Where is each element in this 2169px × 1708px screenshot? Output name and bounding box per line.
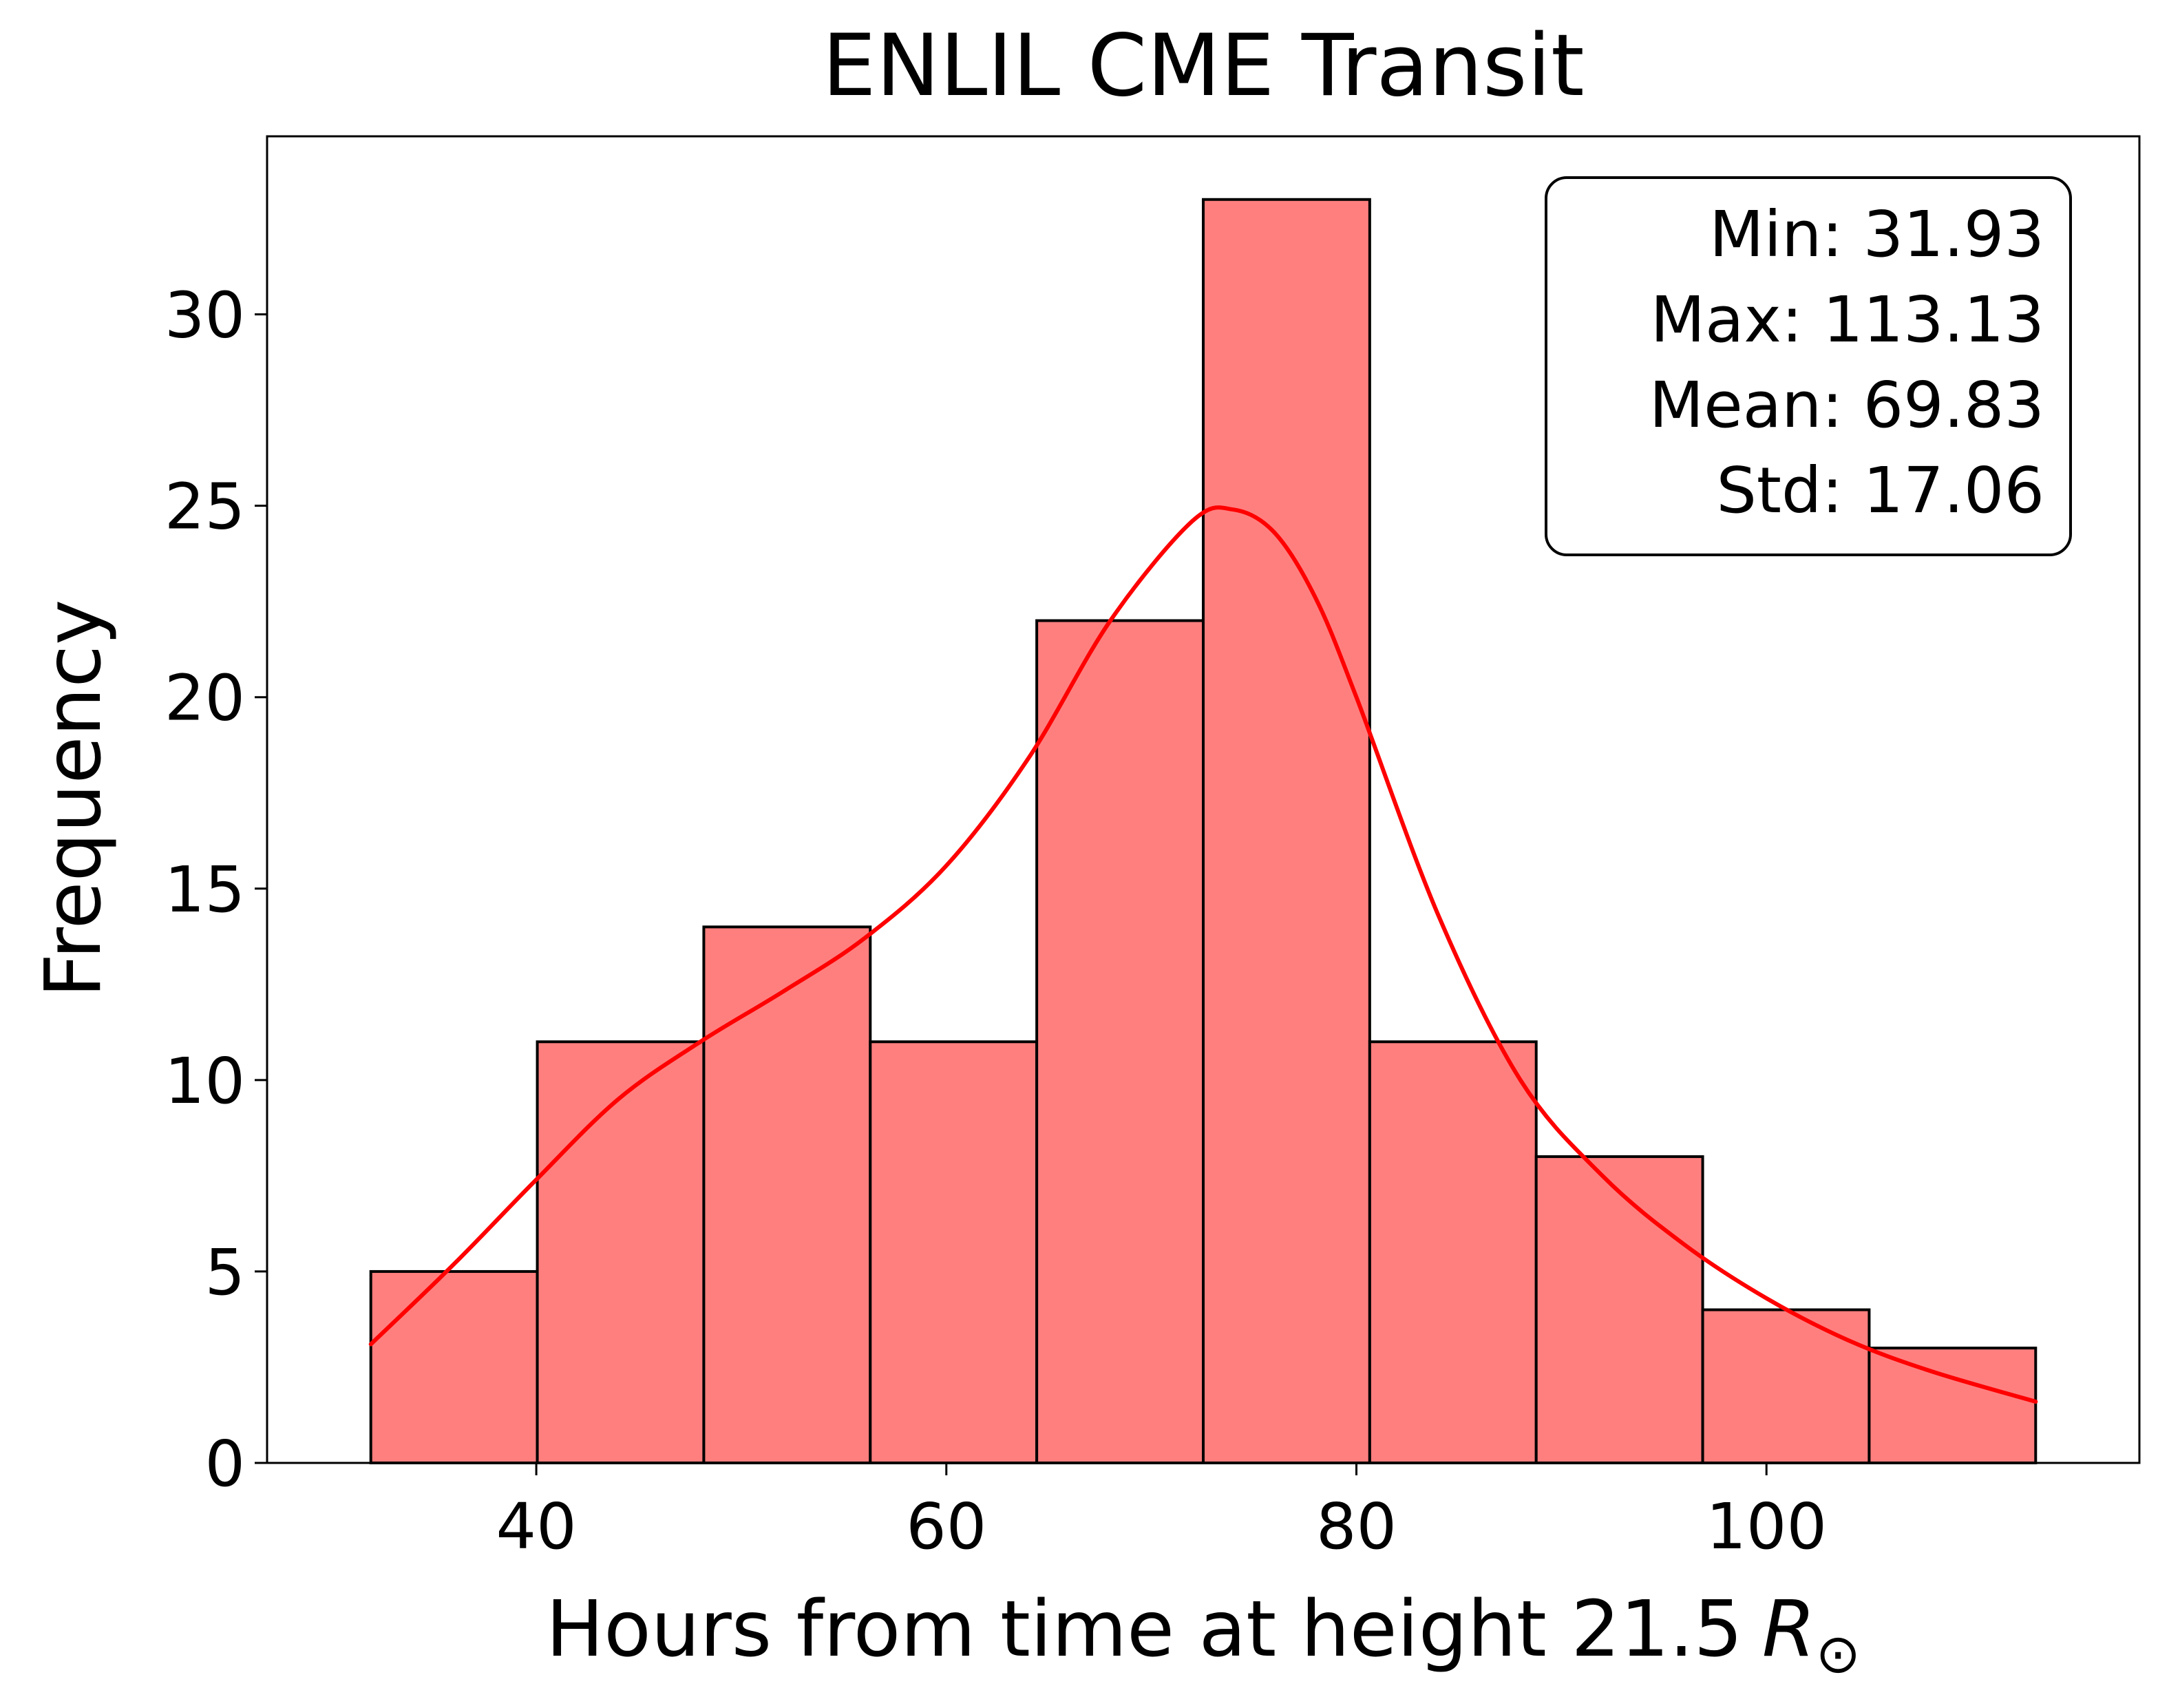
kde-curve [368,505,2038,1404]
x-axis-label-text: Hours from time at height 21.5 [546,1585,1743,1674]
y-tick-label: 5 [204,1236,245,1309]
y-axis-label: Frequency [29,600,118,998]
plot-frame [266,135,2141,1464]
y-axis-ticks: 0 5 10 15 20 25 30 [165,279,267,1501]
y-tick-label: 15 [165,853,245,927]
histogram-bar-2 [536,1040,706,1465]
histogram-bar-6 [1202,198,1371,1464]
x-tick-label: 100 [1706,1490,1827,1563]
histogram-bar-4 [869,1040,1039,1465]
y-tick-label: 0 [204,1427,245,1501]
stats-box-frame [1545,176,2072,556]
histogram-bar-5 [1035,619,1205,1464]
stats-lines: Min: 31.93 Max: 113.13 Mean: 69.83 Std: 17.… [1649,198,2044,527]
stats-line: Min: 31.93 [1709,198,2044,271]
histogram-bar-9 [1701,1308,1871,1464]
histogram-bar-1 [369,1269,539,1464]
y-tick-label: 10 [165,1044,245,1118]
x-tick-label: 60 [906,1490,986,1563]
x-axis-label-subscript: ⊙ [1816,1623,1861,1685]
histogram-bar-7 [1368,1040,1538,1465]
histogram-bar-10 [1868,1347,2038,1464]
histogram-bars [369,198,2038,1465]
stats-line: Mean: 69.83 [1649,368,2044,442]
histogram-bar-3 [702,925,872,1465]
histogram-bar-8 [1534,1155,1704,1464]
kde-curve-group [368,505,2038,1404]
stats-box: Min: 31.93 Max: 113.13 Mean: 69.83 Std: 17.… [1545,176,2072,556]
y-tick-label: 20 [165,662,245,735]
y-tick-label: 30 [165,279,245,352]
x-axis-ticks: 40 60 80 100 [496,1463,1827,1563]
y-tick-label: 25 [165,470,245,544]
x-axis-label: Hours from time at height 21.5 R⊙ [546,1585,1861,1685]
stats-line: Max: 113.13 [1651,283,2044,357]
x-tick-label: 40 [496,1490,577,1563]
chart-title: ENLIL CME Transit [822,17,1584,116]
x-tick-label: 80 [1316,1490,1397,1563]
x-axis-label-symbol: R [1762,1585,1816,1674]
stats-line: Std: 17.06 [1717,454,2045,527]
